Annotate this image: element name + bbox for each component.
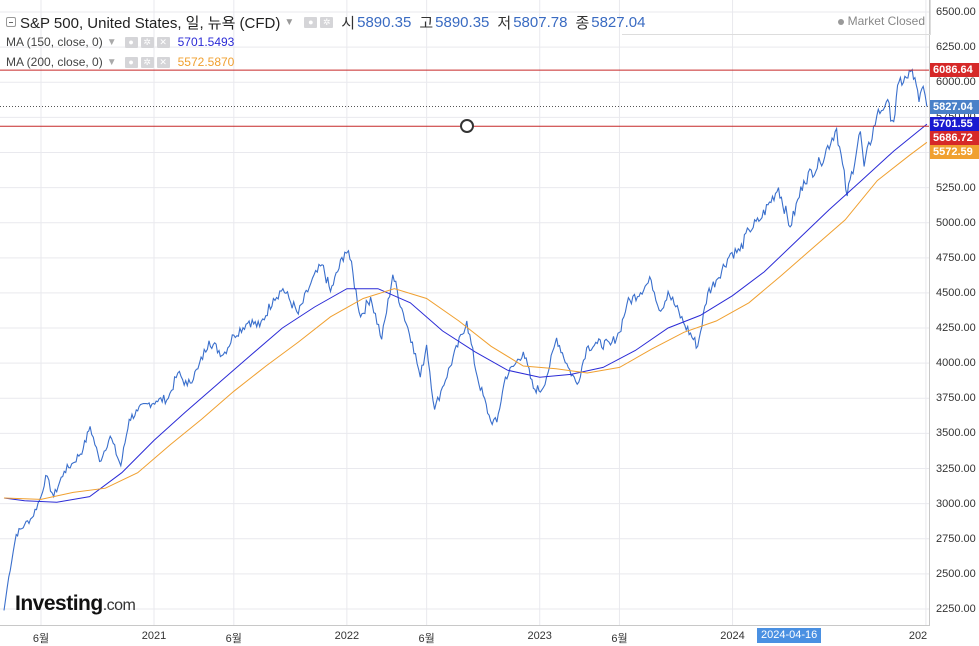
- y-tick-label: 3250.00: [936, 462, 976, 475]
- resistance-line-tag: 6086.64: [930, 63, 979, 78]
- series-layer: [3, 68, 928, 611]
- ma200-value: 5572.5870: [177, 55, 235, 69]
- ma150-line[interactable]: [3, 123, 928, 503]
- y-tick-label: 5250.00: [936, 181, 976, 194]
- header-frame: [622, 0, 931, 35]
- eye-icon[interactable]: ●: [304, 16, 318, 28]
- y-tick-label: 2250.00: [936, 602, 976, 615]
- y-tick-label: 4000.00: [936, 357, 976, 370]
- close-icon[interactable]: ✕: [156, 56, 170, 68]
- symbol-title: S&P 500, United States, 일, 뉴욕 (CFD): [20, 14, 281, 32]
- ohlc-high-value: 5890.35: [435, 13, 490, 31]
- line-drag-handle[interactable]: [460, 119, 474, 134]
- settings-icon[interactable]: ✲: [140, 56, 154, 68]
- x-tick-label: 6월: [32, 633, 50, 645]
- market-status-text: Market Closed: [847, 14, 925, 28]
- y-tick-label: 2500.00: [936, 567, 976, 580]
- last-price-tag: 5827.04: [930, 99, 979, 114]
- settings-icon[interactable]: ✲: [320, 16, 334, 28]
- ma150-label: MA (150, close, 0): [6, 35, 103, 49]
- y-tick-label: 3750.00: [936, 392, 976, 405]
- support-line-tag: 5686.72: [930, 131, 979, 146]
- ma200-line[interactable]: [3, 141, 928, 500]
- price-series-line[interactable]: [3, 68, 928, 611]
- y-tick-label: 6500.00: [936, 6, 976, 18]
- chevron-down-icon[interactable]: ▼: [106, 56, 117, 68]
- ma200-tag: 5572.59: [930, 145, 979, 160]
- x-tick-label: 6월: [418, 633, 435, 645]
- x-tick-label: 2023: [527, 630, 552, 642]
- ohlc-high-label: 고: [419, 14, 434, 32]
- chart-legend: S&P 500, United States, 일, 뉴욕 (CFD) ▼ ● …: [6, 12, 645, 72]
- brand-name: Investing: [15, 592, 103, 615]
- ohlc-low-label: 저: [497, 14, 512, 32]
- price-chart-plot[interactable]: [0, 0, 930, 626]
- y-tick-label: 4500.00: [936, 286, 976, 299]
- chevron-down-icon[interactable]: ▼: [284, 16, 295, 28]
- chevron-down-icon[interactable]: ▼: [106, 36, 117, 48]
- y-tick-label: 4250.00: [936, 322, 976, 335]
- ma150-tag: 5701.55: [930, 117, 979, 132]
- y-tick-label: 4750.00: [936, 251, 976, 264]
- indicator-ma150[interactable]: MA (150, close, 0) ▼ ● ✲ ✕ 5701.5493: [6, 32, 645, 52]
- status-dot-icon: [837, 18, 844, 25]
- brand-suffix: .com: [102, 597, 136, 614]
- y-tick-label: 3500.00: [936, 427, 976, 440]
- collapse-icon[interactable]: [6, 17, 16, 27]
- x-tick-label: 2022: [334, 630, 360, 642]
- y-tick-label: 5000.00: [936, 216, 976, 229]
- y-tick-label: 6000.00: [936, 76, 976, 89]
- x-tick-label: 6월: [611, 633, 628, 645]
- x-tick-label: 2024: [720, 630, 745, 642]
- ma200-label: MA (200, close, 0): [6, 55, 103, 69]
- ohlc-open-value: 5890.35: [357, 13, 412, 31]
- y-tick-label: 2750.00: [936, 532, 976, 545]
- eye-icon[interactable]: ●: [124, 56, 138, 68]
- ohlc-close-value: 5827.04: [591, 13, 646, 31]
- ohlc-close-label: 종: [575, 14, 590, 32]
- close-icon[interactable]: ✕: [156, 36, 170, 48]
- brand-logo: Investing.com: [15, 592, 136, 616]
- settings-icon[interactable]: ✲: [140, 36, 154, 48]
- ohlc-open-label: 시: [341, 14, 356, 32]
- indicator-ma200[interactable]: MA (200, close, 0) ▼ ● ✲ ✕ 5572.5870: [6, 52, 645, 72]
- y-tick-label: 3000.00: [936, 497, 976, 510]
- x-tick-label: 202: [908, 630, 928, 642]
- symbol-title-row: S&P 500, United States, 일, 뉴욕 (CFD) ▼ ● …: [6, 12, 645, 32]
- x-tick-label: 2021: [141, 630, 167, 642]
- crosshair-date-tag: 2024-04-16: [757, 628, 822, 643]
- eye-icon[interactable]: ●: [124, 36, 138, 48]
- y-tick-label: 6250.00: [936, 41, 976, 54]
- ma150-value: 5701.5493: [177, 35, 235, 49]
- market-status: Market Closed: [837, 14, 925, 28]
- ohlc-low-value: 5807.78: [513, 13, 568, 31]
- x-tick-label: 6월: [225, 633, 242, 645]
- grid-lines: [0, 0, 929, 625]
